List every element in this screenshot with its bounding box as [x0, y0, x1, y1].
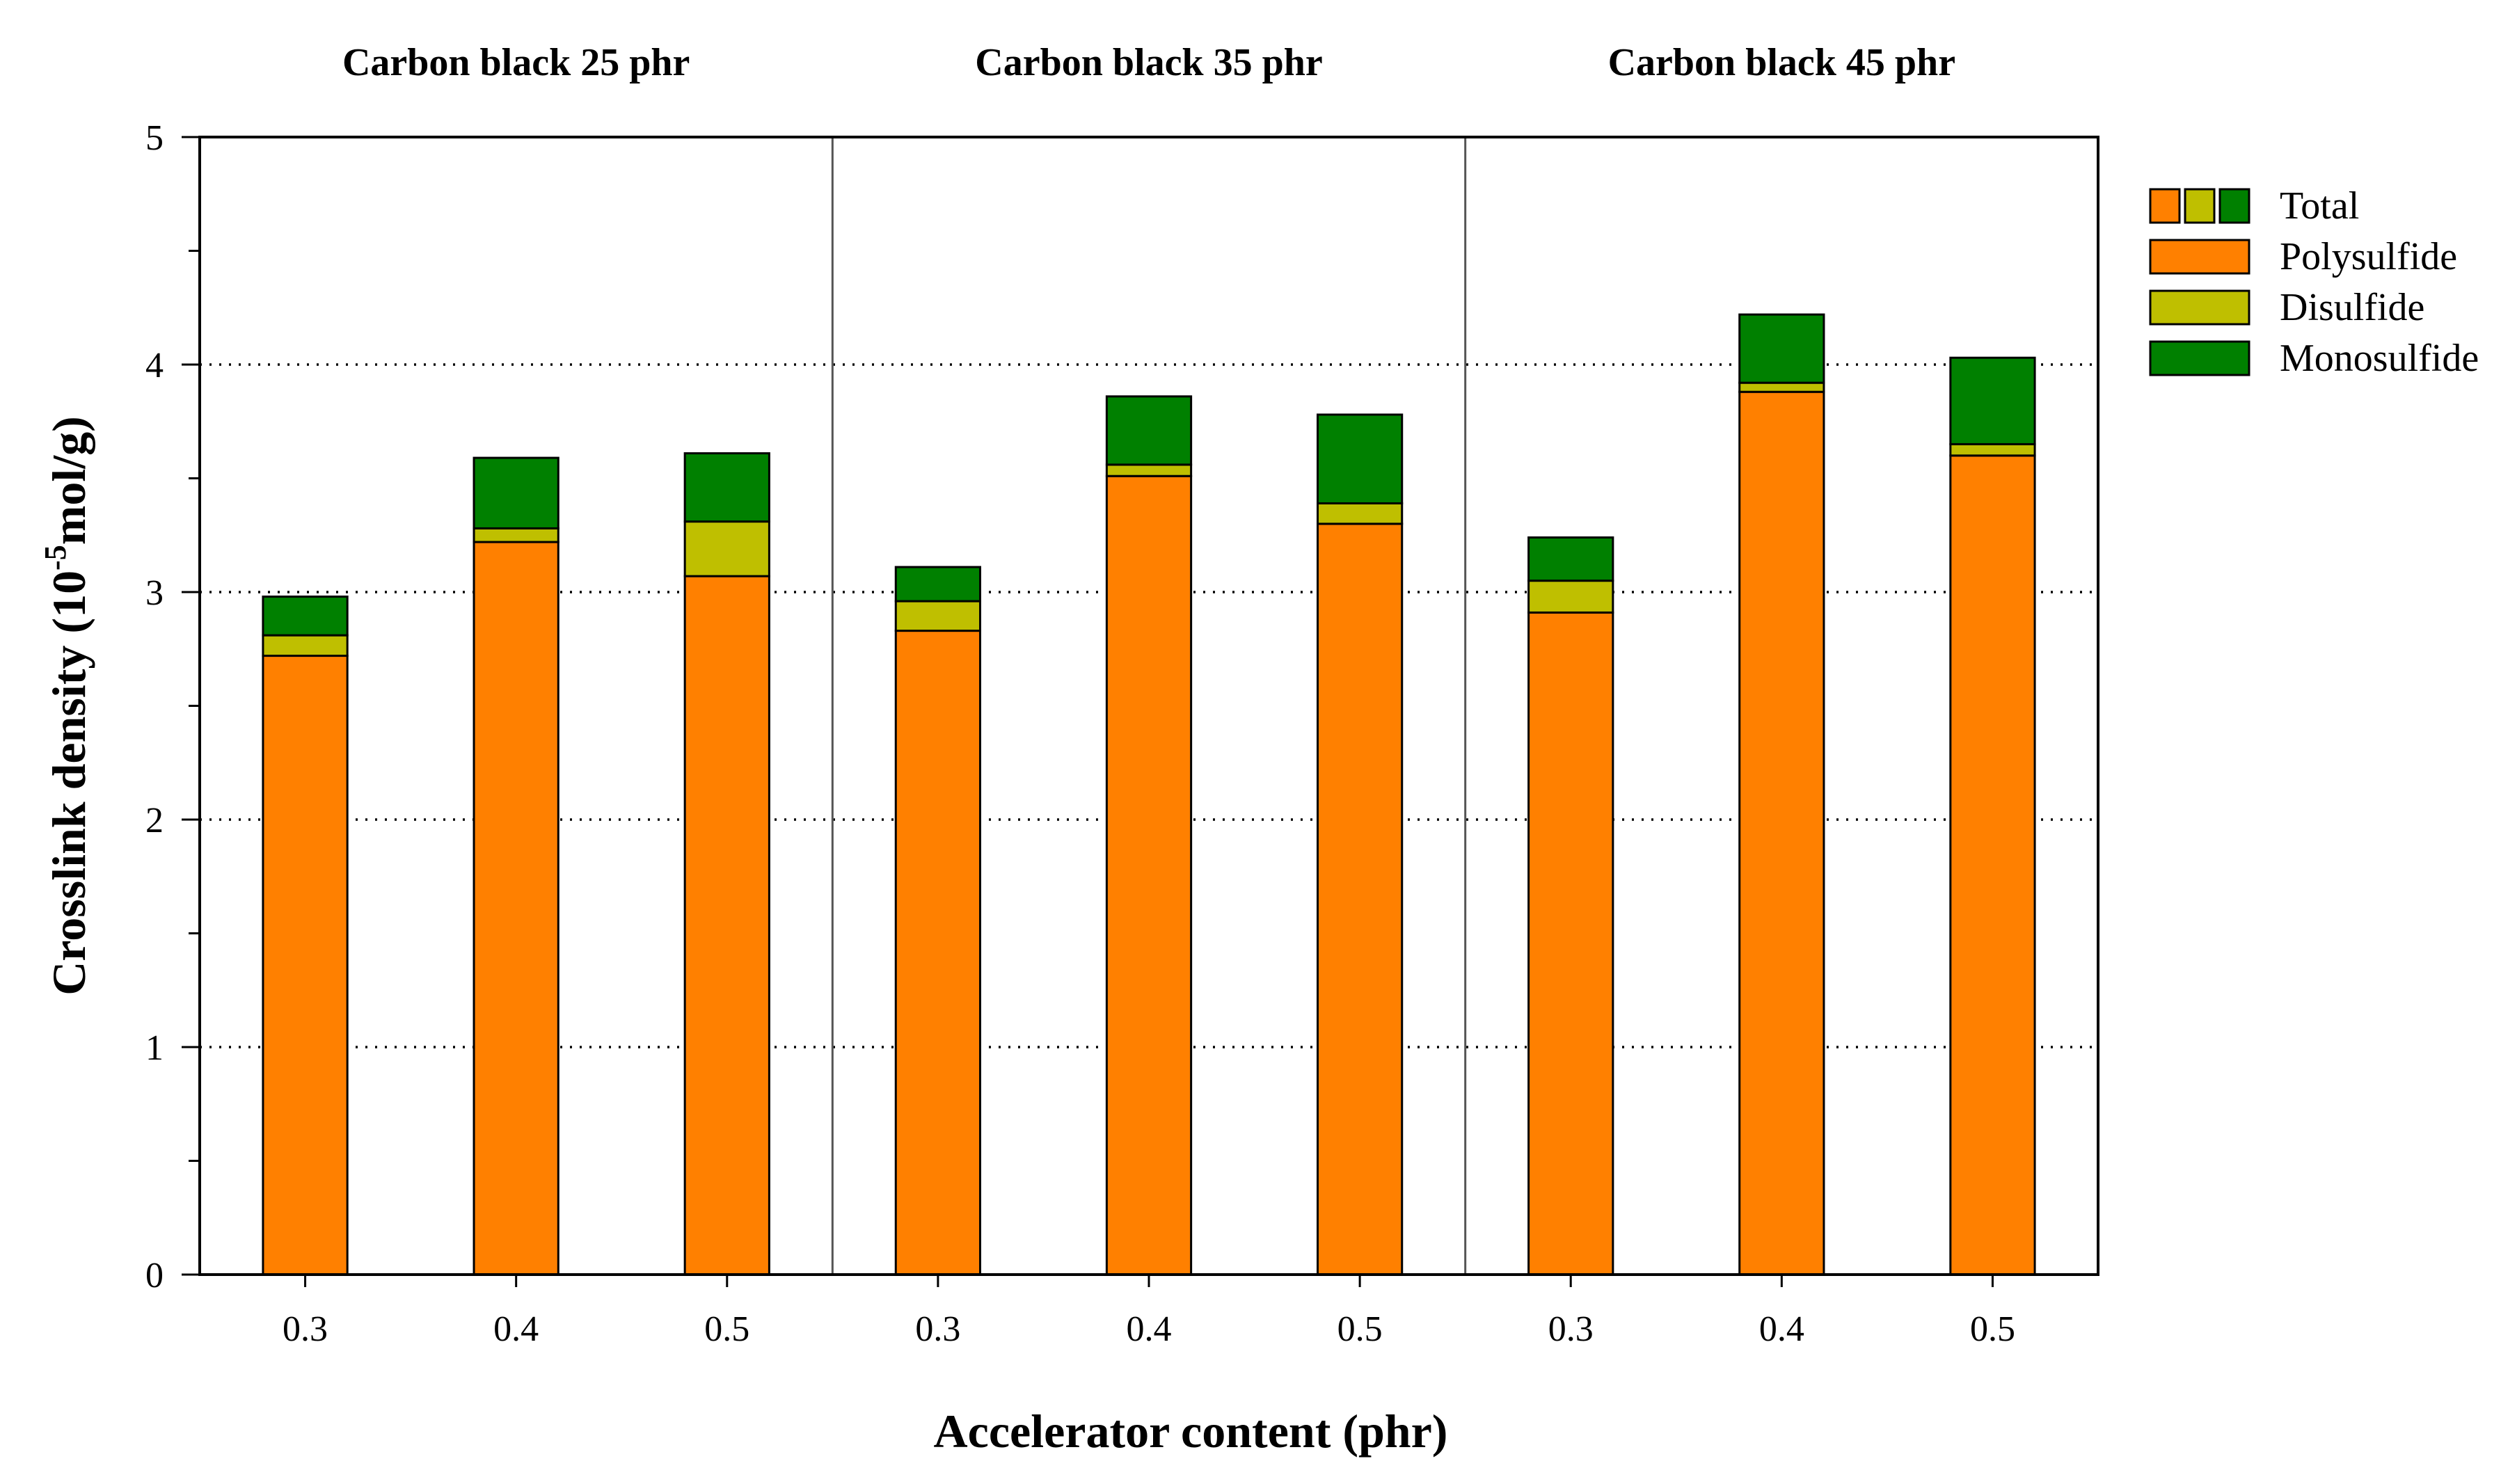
labels: 0.3 0.4 0.5 0.3 0.4 0.5 0.3 0.4 0.5 0 1 2 3 4 5 Carbon … — [38, 41, 2015, 1458]
bar-monosulfide-g3-0.4 — [1738, 313, 1825, 384]
bar-polysulfide-g1-0.5 — [683, 575, 770, 1276]
x-tick-label: 0.3 — [1548, 1309, 1594, 1349]
legend-label-disulfide: Disulfide — [2280, 286, 2424, 329]
x-tick-label: 0.5 — [704, 1309, 749, 1349]
y-tick-label: 2 — [145, 801, 164, 840]
bar-disulfide-g2-0.4 — [1105, 463, 1193, 477]
x-tick-label: 0.4 — [493, 1309, 539, 1349]
bar-polysulfide-g2-0.4 — [1105, 474, 1193, 1276]
bar-polysulfide-g3-0.4 — [1738, 390, 1825, 1276]
legend-label-polysulfide: Polysulfide — [2280, 235, 2457, 278]
x-tick-label: 0.5 — [1970, 1309, 2015, 1349]
bar-monosulfide-g1-0.5 — [683, 452, 770, 523]
bar-disulfide-g3-0.3 — [1527, 580, 1614, 614]
y-axis-title: Crosslink density (10-5mol/g) — [38, 416, 95, 996]
group-title-1: Carbon black 25 phr — [342, 41, 690, 84]
group-title-2: Carbon black 35 phr — [975, 41, 1322, 84]
bar-disulfide-g3-0.5 — [1949, 442, 2036, 457]
legend-swatch-total-disulfide — [2184, 188, 2216, 224]
y-tick-label: 4 — [145, 346, 164, 385]
bar-polysulfide-g1-0.3 — [262, 655, 349, 1276]
plot-frame — [182, 136, 2099, 1287]
bar-polysulfide-g2-0.5 — [1316, 522, 1404, 1276]
x-tick-label: 0.4 — [1127, 1309, 1172, 1349]
bar-disulfide-g3-0.4 — [1738, 381, 1825, 393]
y-tick-label: 5 — [145, 118, 164, 158]
y-axis-title-prefix: Crosslink density (10 — [42, 571, 95, 996]
legend-label-total: Total — [2280, 184, 2359, 228]
bar-polysulfide-g1-0.4 — [473, 541, 559, 1276]
bar-disulfide-g2-0.5 — [1316, 502, 1404, 525]
x-axis-title: Accelerator content (phr) — [934, 1405, 1448, 1458]
legend: Total Polysulfide Disulfide Monosulfide — [2149, 184, 2479, 380]
legend-swatch-polysulfide — [2149, 239, 2250, 275]
y-tick-label: 3 — [145, 573, 164, 613]
y-axis-title-exponent: -5 — [38, 545, 72, 571]
bar-monosulfide-g2-0.5 — [1316, 413, 1404, 504]
legend-swatch-disulfide — [2149, 289, 2250, 326]
x-tick-label: 0.3 — [915, 1309, 960, 1349]
y-tick-label: 0 — [145, 1256, 164, 1295]
bar-monosulfide-g3-0.5 — [1949, 356, 2036, 445]
x-tick-label: 0.5 — [1337, 1309, 1383, 1349]
bars — [262, 313, 2036, 1276]
y-tick-label: 1 — [145, 1028, 164, 1068]
bar-polysulfide-g3-0.5 — [1949, 454, 2036, 1276]
bar-disulfide-g1-0.4 — [473, 527, 559, 543]
bar-monosulfide-g1-0.4 — [473, 456, 559, 529]
bar-polysulfide-g3-0.3 — [1527, 611, 1614, 1276]
legend-swatch-monosulfide — [2149, 340, 2250, 376]
group-title-3: Carbon black 45 phr — [1608, 41, 1955, 84]
bar-disulfide-g1-0.3 — [262, 634, 349, 657]
legend-swatch-total-monosulfide — [2218, 188, 2250, 224]
bar-monosulfide-g3-0.3 — [1527, 536, 1614, 582]
bar-disulfide-g1-0.5 — [683, 520, 770, 577]
legend-label-monosulfide: Monosulfide — [2280, 337, 2479, 380]
legend-swatch-total-polysulfide — [2149, 188, 2181, 224]
bar-monosulfide-g1-0.3 — [262, 596, 349, 637]
bar-disulfide-g2-0.3 — [894, 600, 982, 632]
bar-monosulfide-g2-0.4 — [1105, 395, 1193, 466]
bar-polysulfide-g2-0.3 — [894, 630, 982, 1276]
bar-monosulfide-g2-0.3 — [894, 566, 982, 603]
y-axis-title-suffix: mol/g) — [42, 416, 95, 545]
x-tick-label: 0.3 — [283, 1309, 328, 1349]
x-tick-label: 0.4 — [1759, 1309, 1804, 1349]
